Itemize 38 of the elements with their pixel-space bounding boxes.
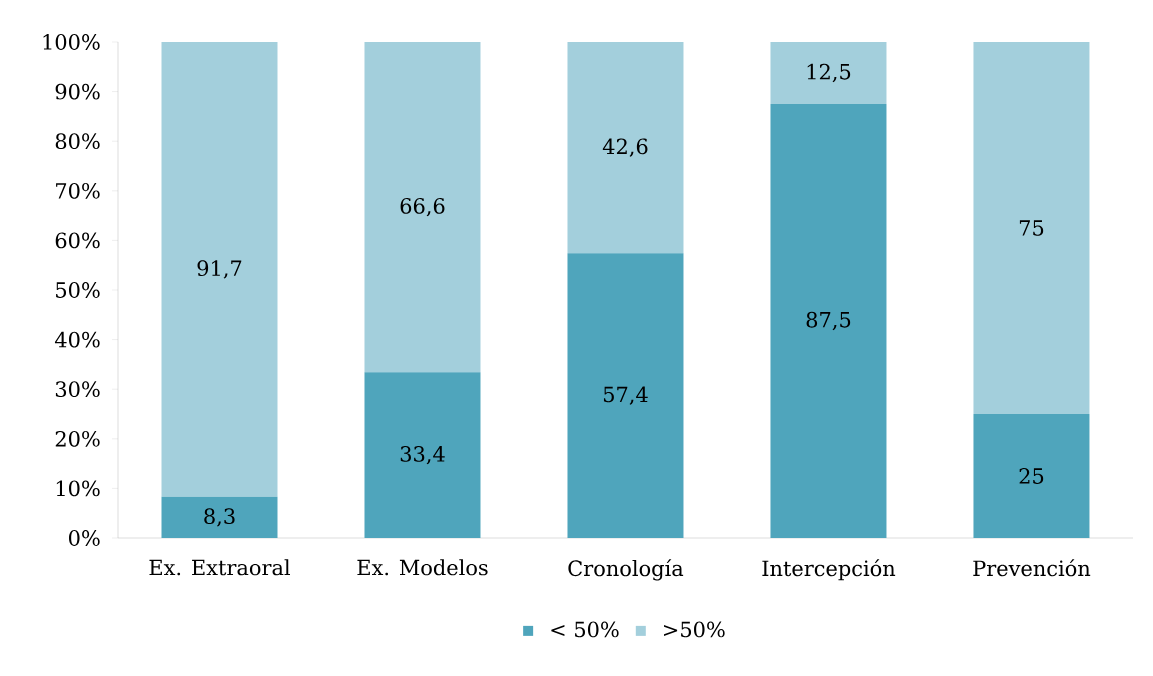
y-tick-label: 100% bbox=[43, 34, 100, 50]
data-label: 87,5 bbox=[806, 311, 851, 331]
x-tick-label: Ex. Extraoral bbox=[149, 559, 290, 576]
data-label: 12,5 bbox=[807, 63, 851, 83]
bar bbox=[364, 41, 481, 373]
data-label: 75 bbox=[1019, 220, 1044, 236]
y-tick-label: 20% bbox=[55, 430, 100, 447]
bar bbox=[973, 414, 1090, 538]
y-tick-label: 50% bbox=[56, 282, 100, 298]
bar bbox=[567, 253, 684, 538]
y-tick-label: 80% bbox=[55, 133, 100, 150]
legend-label: < 50% bbox=[551, 621, 619, 638]
x-tick-label: Cronología bbox=[568, 559, 684, 581]
bar bbox=[973, 41, 1090, 414]
bar bbox=[161, 41, 278, 497]
bar bbox=[770, 103, 887, 538]
bar bbox=[364, 372, 481, 538]
bar bbox=[770, 41, 887, 104]
y-tick-label: 30% bbox=[55, 381, 100, 398]
bar bbox=[161, 496, 278, 538]
data-label: 57,4 bbox=[603, 386, 648, 405]
legend-label: >50% bbox=[664, 621, 725, 638]
y-tick-label: 40% bbox=[54, 331, 100, 348]
data-label: 8,3 bbox=[204, 508, 235, 527]
x-tick-label: Ex. Modelos bbox=[357, 559, 488, 576]
y-tick-label: 10% bbox=[56, 480, 100, 497]
x-tick-label: Prevención bbox=[973, 559, 1091, 577]
data-label: 25 bbox=[1019, 468, 1044, 484]
bar bbox=[567, 41, 684, 254]
x-tick-label: Intercepción bbox=[762, 559, 896, 581]
y-tick-label: 70% bbox=[56, 182, 100, 199]
y-tick-label: 90% bbox=[55, 83, 100, 100]
data-label: 33,4 bbox=[400, 445, 445, 465]
data-label: 42,6 bbox=[602, 138, 648, 157]
y-tick-label: 0% bbox=[69, 530, 100, 546]
y-tick-label: 60% bbox=[55, 232, 100, 249]
data-label: 91,7 bbox=[197, 260, 242, 279]
data-label: 66,6 bbox=[400, 197, 445, 217]
